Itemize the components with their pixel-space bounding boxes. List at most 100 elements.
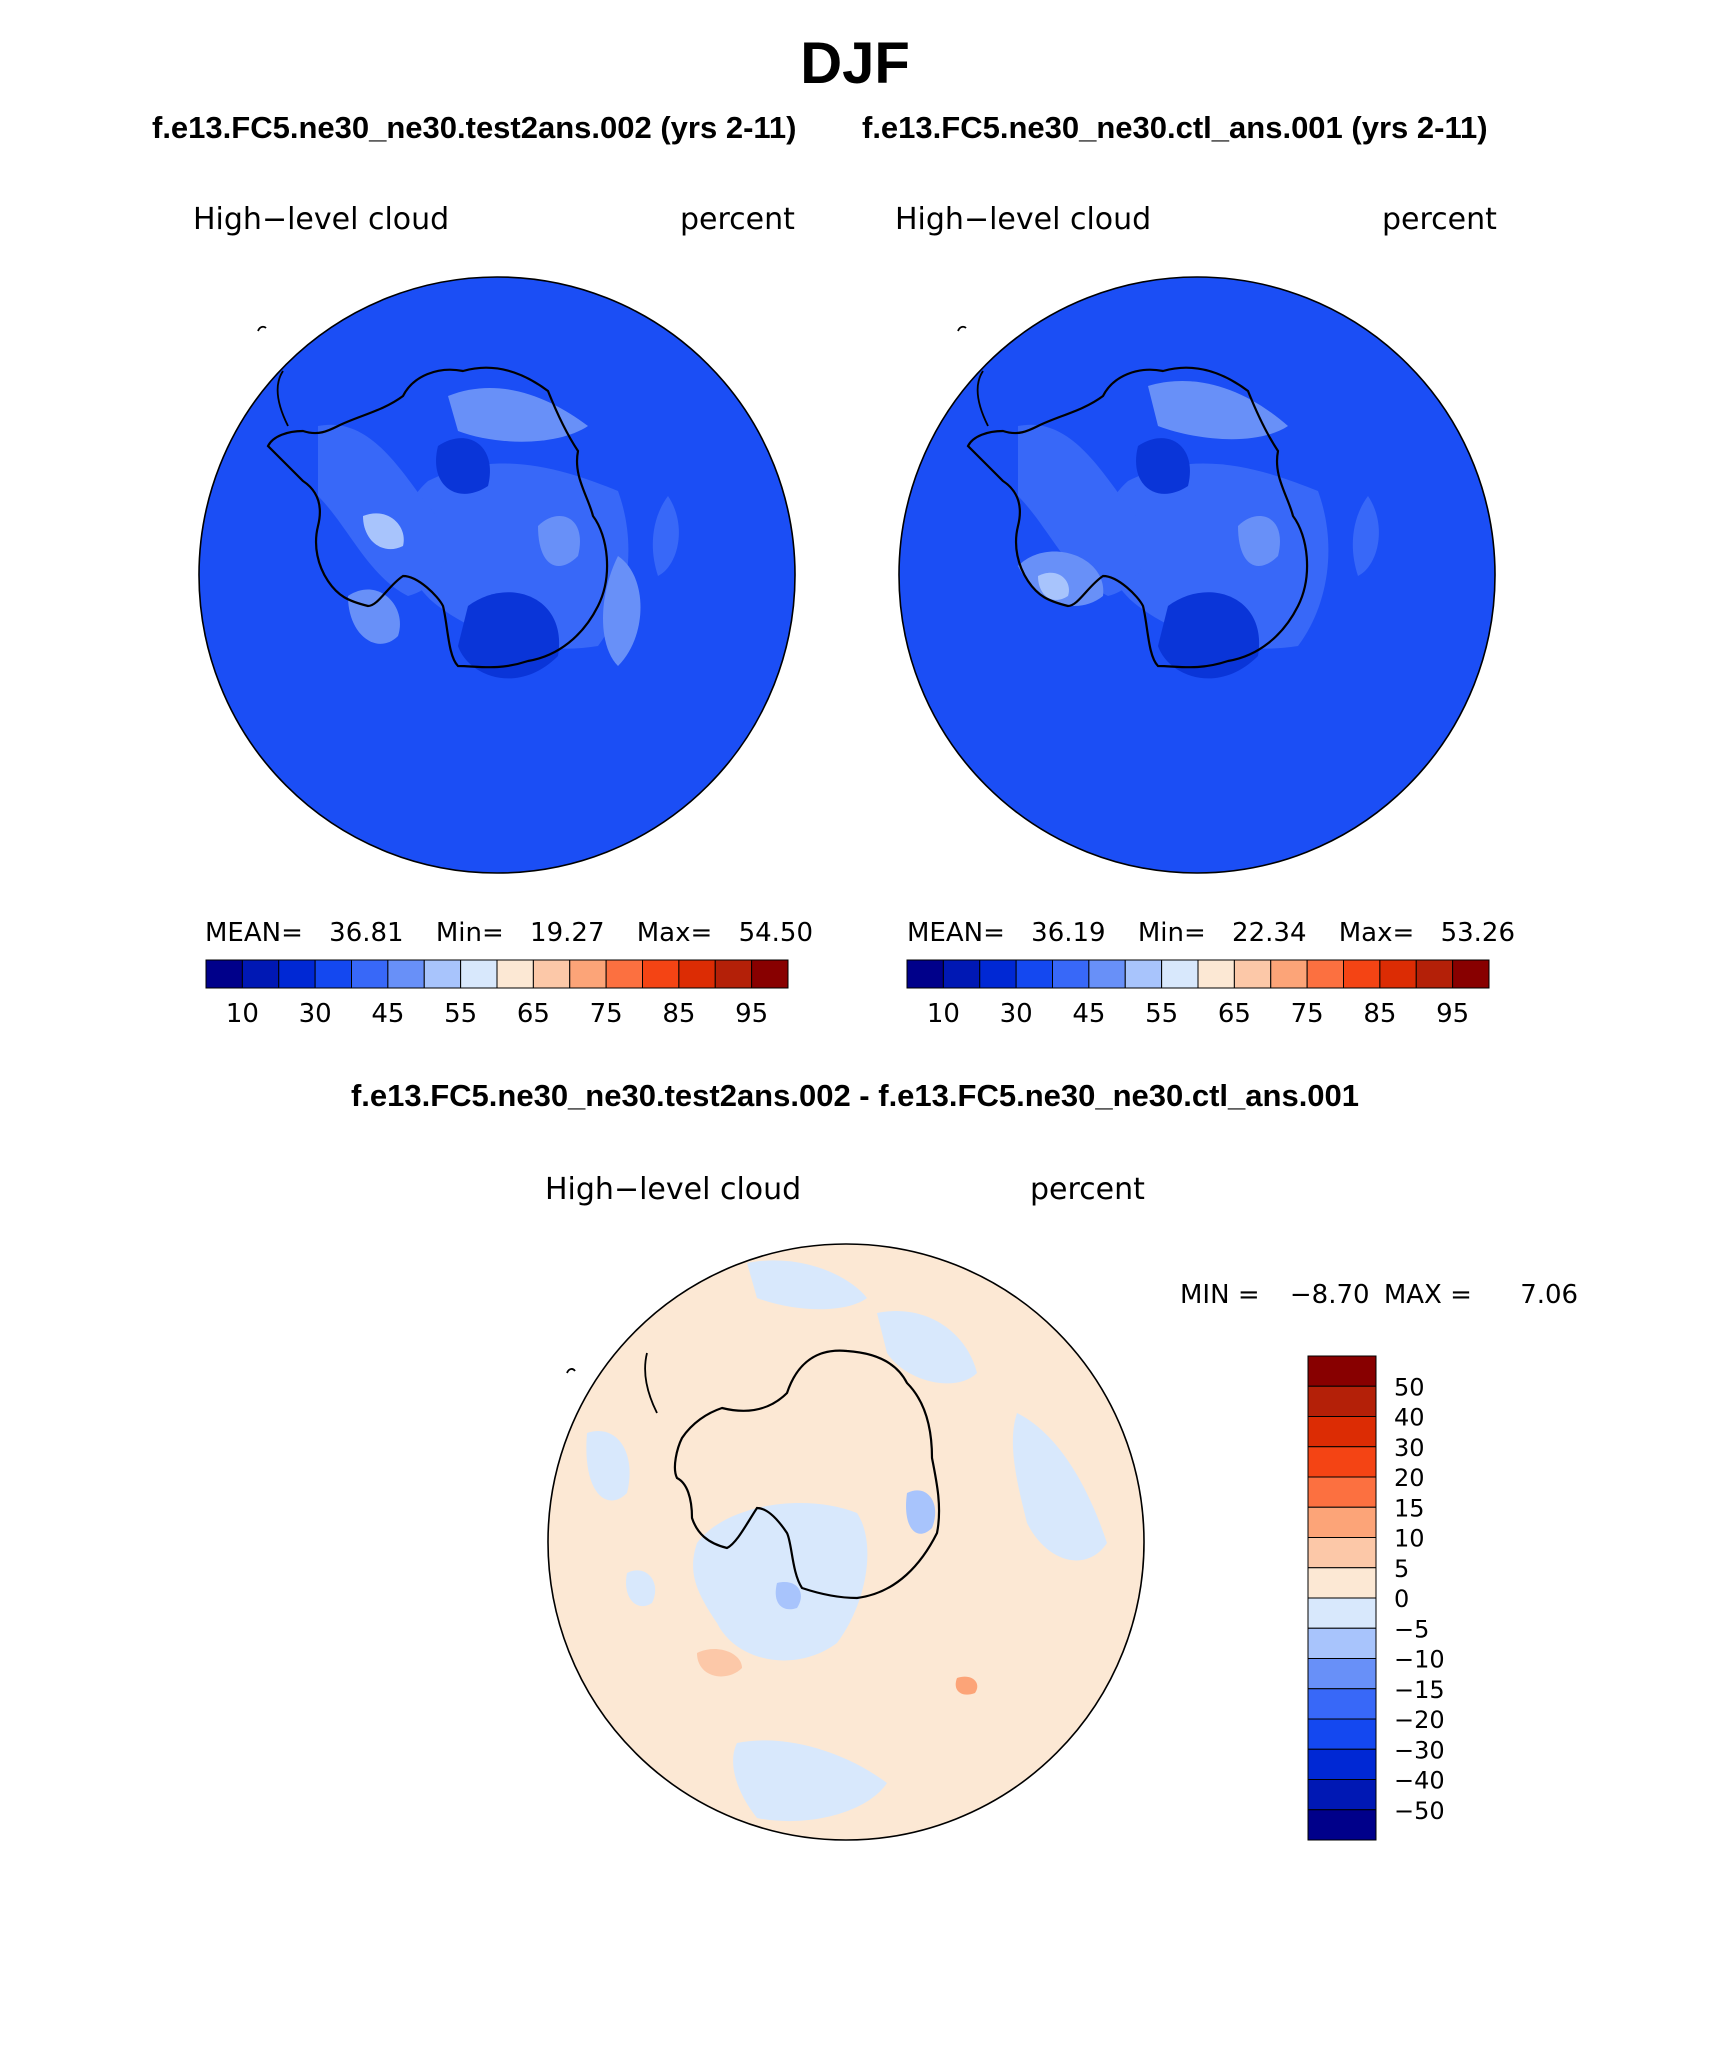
- colorbar-tick-label: 50: [1394, 1373, 1425, 1401]
- colorbar-tick-label: 85: [662, 999, 695, 1029]
- colorbar-swatch: [1088, 959, 1126, 989]
- colorbar-tick-label: 10: [226, 999, 259, 1029]
- colorbar-tick-label: −5: [1394, 1615, 1429, 1643]
- colorbar-swatch: [241, 959, 280, 989]
- colorbar-swatch: [979, 959, 1017, 989]
- colorbar-swatch: [1270, 959, 1308, 989]
- colorbar-swatch: [1307, 1385, 1377, 1417]
- min-label: Min=: [1137, 918, 1206, 948]
- control-colorbar: 10 30 45 55 65 75 85 95: [906, 959, 1490, 1029]
- colorbar-tick-label: 40: [1394, 1404, 1425, 1432]
- colorbar-swatch: [278, 959, 316, 989]
- max-label: Max=: [1338, 918, 1415, 948]
- diff-min-value: −8.70: [1289, 1280, 1370, 1310]
- max-label: Max=: [636, 918, 713, 948]
- colorbar-swatch: [1307, 1779, 1377, 1811]
- colorbar-tick-label: 85: [1363, 999, 1396, 1029]
- colorbar-swatch: [906, 959, 944, 989]
- difference-minmax: MIN = −8.70 MAX = 7.06: [1180, 1280, 1578, 1310]
- colorbar-swatch: [1307, 1355, 1377, 1387]
- test-units-label: percent: [680, 202, 795, 237]
- colorbar-swatch: [751, 959, 789, 989]
- colorbar-swatch: [1307, 1688, 1377, 1720]
- colorbar-tick-label: 95: [1436, 999, 1469, 1029]
- colorbar-tick-label: 55: [1145, 999, 1178, 1029]
- colorbar-tick-label: −10: [1394, 1646, 1445, 1674]
- diff-max-value: 7.06: [1520, 1280, 1579, 1310]
- colorbar-swatch: [1307, 1537, 1377, 1569]
- colorbar-swatch: [1343, 959, 1381, 989]
- colorbar-tick-label: 75: [1291, 999, 1324, 1029]
- colorbar-swatch: [1307, 1809, 1377, 1841]
- colorbar-tick-label: −30: [1394, 1736, 1445, 1764]
- min-value: 19.27: [530, 918, 605, 948]
- control-units-label: percent: [1382, 202, 1497, 237]
- colorbar-tick-label: 45: [1072, 999, 1105, 1029]
- colorbar-swatch: [1307, 1416, 1377, 1448]
- colorbar-swatch: [1306, 959, 1344, 989]
- diff-min-label: MIN =: [1180, 1280, 1260, 1310]
- control-case-title: f.e13.FC5.ne30_ne30.ctl_ans.001 (yrs 2-1…: [862, 110, 1488, 145]
- colorbar-swatch: [1307, 1627, 1377, 1659]
- colorbar-tick-label: 45: [371, 999, 404, 1029]
- cloud-contours: [318, 387, 679, 679]
- colorbar-swatch: [1307, 1718, 1377, 1750]
- test-polar-map: [198, 276, 796, 874]
- colorbar-swatch: [1233, 959, 1272, 989]
- colorbar-swatch: [1307, 1476, 1377, 1508]
- colorbar-tick-label: −50: [1394, 1797, 1445, 1825]
- season-title: DJF: [800, 31, 910, 96]
- max-value: 54.50: [738, 918, 813, 948]
- colorbar-tick-label: 65: [1218, 999, 1251, 1029]
- colorbar-swatch: [678, 959, 716, 989]
- colorbar-tick-label: 55: [444, 999, 477, 1029]
- colorbar-tick-label: 10: [1394, 1525, 1425, 1553]
- colorbar-swatch: [1307, 1658, 1377, 1690]
- test-colorbar: 10 30 45 55 65 75 85 95: [205, 959, 789, 1029]
- colorbar-tick-label: 5: [1394, 1555, 1409, 1583]
- colorbar-swatch: [1452, 959, 1490, 989]
- control-variable-label: High−level cloud: [895, 202, 1152, 237]
- test-case-title: f.e13.FC5.ne30_ne30.test2ans.002 (yrs 2-…: [152, 110, 797, 145]
- colorbar-swatch: [1052, 959, 1090, 989]
- colorbar-swatch: [532, 959, 571, 989]
- colorbar-swatch: [314, 959, 352, 989]
- difference-units-label: percent: [1030, 1172, 1145, 1207]
- colorbar-swatch: [569, 959, 607, 989]
- colorbar-swatch: [714, 959, 753, 989]
- antarctica-coastline: [966, 366, 1309, 669]
- colorbar-tick-label: 30: [1000, 999, 1033, 1029]
- colorbar-tick-label: 10: [927, 999, 960, 1029]
- colorbar-tick-label: 30: [299, 999, 332, 1029]
- colorbar-swatch: [1161, 959, 1199, 989]
- colorbar-swatch: [387, 959, 425, 989]
- colorbar-swatch: [1307, 1506, 1377, 1538]
- diff-max-label: MAX =: [1383, 1280, 1472, 1310]
- colorbar-swatch: [1307, 1748, 1377, 1780]
- colorbar-swatch: [605, 959, 643, 989]
- colorbar-swatch: [1307, 1597, 1377, 1629]
- colorbar-tick-label: 0: [1394, 1585, 1409, 1613]
- colorbar-swatch: [460, 959, 498, 989]
- colorbar-swatch: [1307, 1446, 1377, 1478]
- mean-value: 36.19: [1031, 918, 1106, 948]
- control-stats: MEAN= 36.19 Min= 22.34 Max= 53.26: [907, 918, 1515, 948]
- colorbar-tick-label: 75: [590, 999, 623, 1029]
- mean-label: MEAN=: [907, 918, 1005, 948]
- difference-variable-label: High−level cloud: [545, 1172, 802, 1207]
- colorbar-tick-label: 95: [735, 999, 768, 1029]
- min-label: Min=: [435, 918, 504, 948]
- colorbar-tick-label: −40: [1394, 1767, 1445, 1795]
- antarctica-coastline: [673, 1349, 941, 1600]
- colorbar-swatch: [351, 959, 389, 989]
- difference-polar-map: [547, 1243, 1145, 1841]
- colorbar-tick-label: 20: [1394, 1464, 1425, 1492]
- test-stats: MEAN= 36.81 Min= 19.27 Max= 54.50: [205, 918, 813, 948]
- mean-label: MEAN=: [205, 918, 303, 948]
- control-polar-map: [898, 276, 1496, 874]
- colorbar-swatch: [1415, 959, 1454, 989]
- colorbar-tick-label: −15: [1394, 1676, 1445, 1704]
- difference-title: f.e13.FC5.ne30_ne30.test2ans.002 - f.e13…: [350, 1078, 1360, 1113]
- colorbar-swatch: [1015, 959, 1053, 989]
